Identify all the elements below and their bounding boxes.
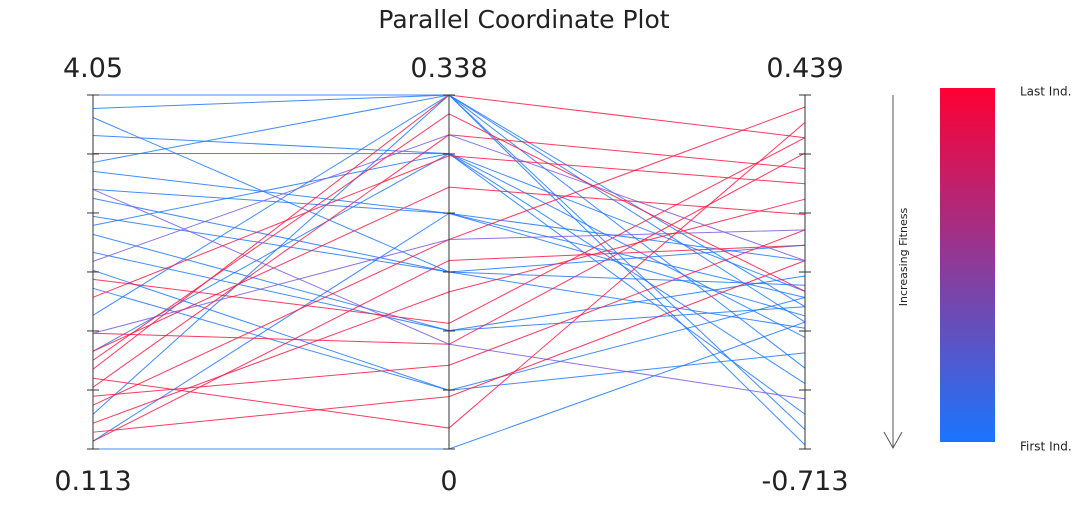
arrow-label: Increasing Fitness (897, 208, 910, 307)
colorbar (940, 88, 995, 442)
axis-min-label: 0.113 (54, 466, 131, 497)
arrow-head (883, 431, 903, 450)
chart-title: Parallel Coordinate Plot (378, 5, 669, 34)
colorbar-bottom-label: First Ind. (1020, 440, 1072, 454)
colorbar-top-label: Last Ind. (1020, 85, 1071, 99)
axis-min-label: -0.713 (761, 466, 848, 497)
axis-min-label: 0 (440, 466, 457, 497)
axis-max-label: 0.338 (410, 53, 487, 84)
axis-max-label: 4.05 (63, 53, 123, 84)
axis-max-label: 0.439 (766, 53, 843, 84)
axes: 4.05 0.113 0.338 0 0.439 -0.713 (54, 53, 848, 497)
